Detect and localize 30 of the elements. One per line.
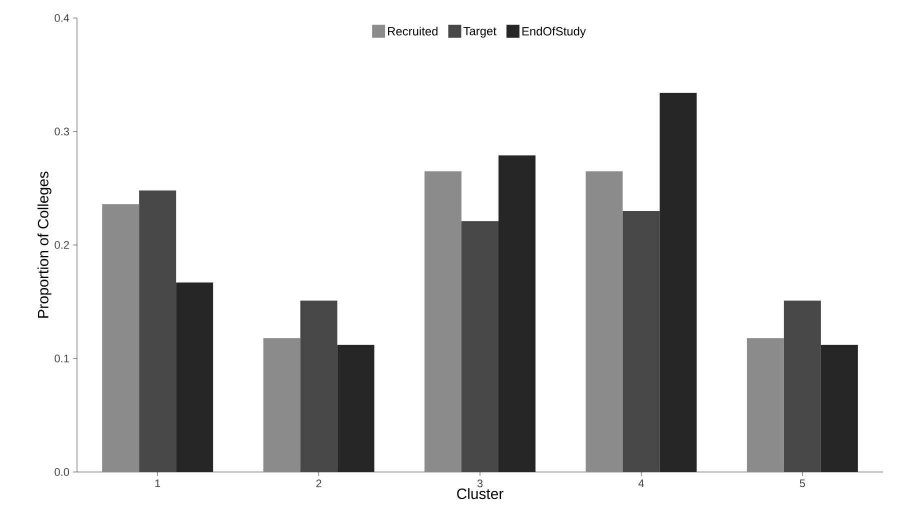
legend-label: EndOfStudy xyxy=(522,26,586,38)
x-tick-label: 5 xyxy=(800,480,805,488)
bar xyxy=(300,300,338,472)
x-tick-label: 4 xyxy=(638,480,644,488)
bar xyxy=(139,190,176,472)
bar xyxy=(622,210,660,472)
bar xyxy=(462,221,499,472)
y-axis-title: Proportion of Colleges xyxy=(37,172,52,318)
bar xyxy=(820,344,858,472)
bar xyxy=(784,300,821,472)
bar xyxy=(337,344,374,472)
x-tick-label: 3 xyxy=(477,480,483,488)
y-tick-label: 0.0 xyxy=(54,468,70,476)
x-axis-title: Cluster xyxy=(457,488,504,500)
bar xyxy=(424,171,462,472)
bar xyxy=(176,282,214,472)
bar xyxy=(263,338,300,472)
bar xyxy=(102,204,140,472)
x-tick-label: 2 xyxy=(316,480,322,488)
y-tick-label: 0.1 xyxy=(54,354,69,362)
bar xyxy=(746,338,784,472)
y-tick-label: 0.4 xyxy=(54,14,70,22)
legend-label: Target xyxy=(464,26,496,38)
bar xyxy=(586,171,623,472)
bar xyxy=(660,92,697,472)
x-tick-label: 1 xyxy=(155,480,160,488)
legend-label: Recruited xyxy=(388,26,438,36)
y-tick-label: 0.3 xyxy=(54,128,69,136)
y-tick-label: 0.2 xyxy=(54,241,69,249)
bar xyxy=(498,155,536,472)
